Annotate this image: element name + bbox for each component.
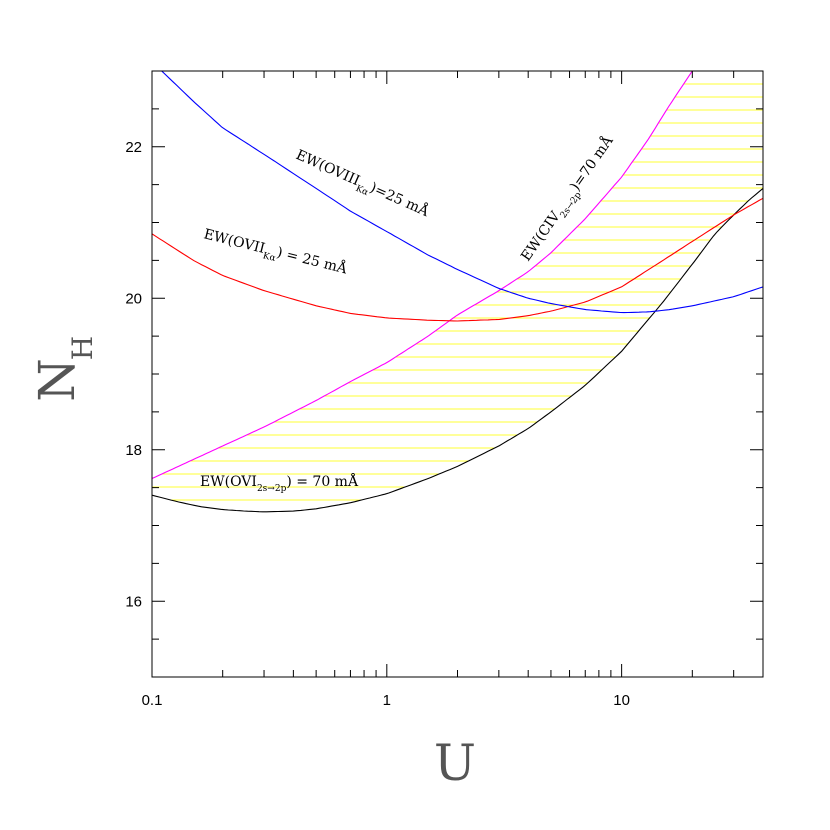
tick-labels: 0.1 1 10 16 18 20 22 [125,139,630,709]
y-tick-label: 16 [125,593,142,610]
y-tick-label: 22 [125,139,142,156]
y-axis-title-main: N [28,358,86,402]
x-tick-label: 0.1 [142,692,163,709]
x-axis-title: U [434,734,476,792]
ovi-annotation: EW(OVI2s→2p) = 70 mÅ [200,472,359,494]
y-tick-label: 20 [125,290,142,307]
shaded-region [152,71,763,512]
civ-curve [152,71,693,480]
y-axis-title-subscript: H [66,336,99,360]
oviii-curve [161,71,763,314]
y-axis-title: N H [28,336,99,402]
x-tick-label: 1 [383,692,391,709]
shaded-band [152,71,763,512]
x-tick-label: 10 [613,692,630,709]
ticks [151,70,764,678]
ovii-annotation: EW(OVIIKα) = 25 mÅ [201,224,350,281]
y-tick-label: 18 [125,442,142,459]
oviii-annotation: EW(OVIIIKα)=25 mÅ [292,145,433,224]
ovii-curve [152,197,763,322]
ovi-curve [152,187,763,513]
curves [152,71,763,513]
